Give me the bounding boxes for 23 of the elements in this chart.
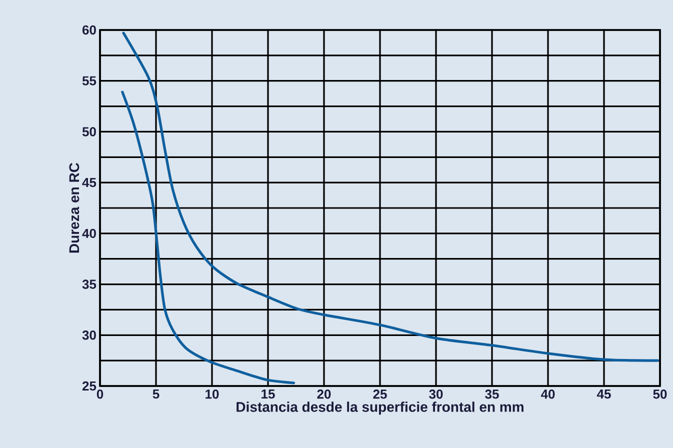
y-tick-label: 40: [82, 228, 96, 238]
x-tick-label: 15: [262, 390, 275, 399]
y-tick-label: 25: [82, 381, 96, 391]
x-tick-label: 45: [596, 390, 611, 399]
x-tick-label: 10: [206, 390, 219, 399]
x-tick-label: 5: [152, 390, 160, 399]
y-tick-label: 35: [82, 280, 96, 289]
x-tick-label: 30: [429, 390, 443, 399]
y-tick-label: 60: [82, 25, 96, 35]
y-tick-label: 55: [82, 76, 96, 86]
line-series: [121, 90, 296, 384]
y-tick-label: 50: [82, 127, 96, 136]
x-tick-label: 20: [317, 390, 331, 399]
x-tick-label: 0: [96, 390, 104, 399]
x-tick-label: 35: [485, 390, 499, 399]
line-series: [122, 32, 660, 362]
x-axis-title: Distancia desde la superficie frontal en mm: [236, 402, 524, 415]
x-tick-label: 25: [373, 390, 387, 399]
x-tick-label: 50: [653, 390, 667, 399]
y-tick-label: 45: [82, 178, 96, 188]
y-tick-label: 30: [82, 330, 96, 340]
y-axis-title: Dureza en RC: [69, 162, 80, 253]
x-tick-label: 40: [540, 390, 555, 399]
